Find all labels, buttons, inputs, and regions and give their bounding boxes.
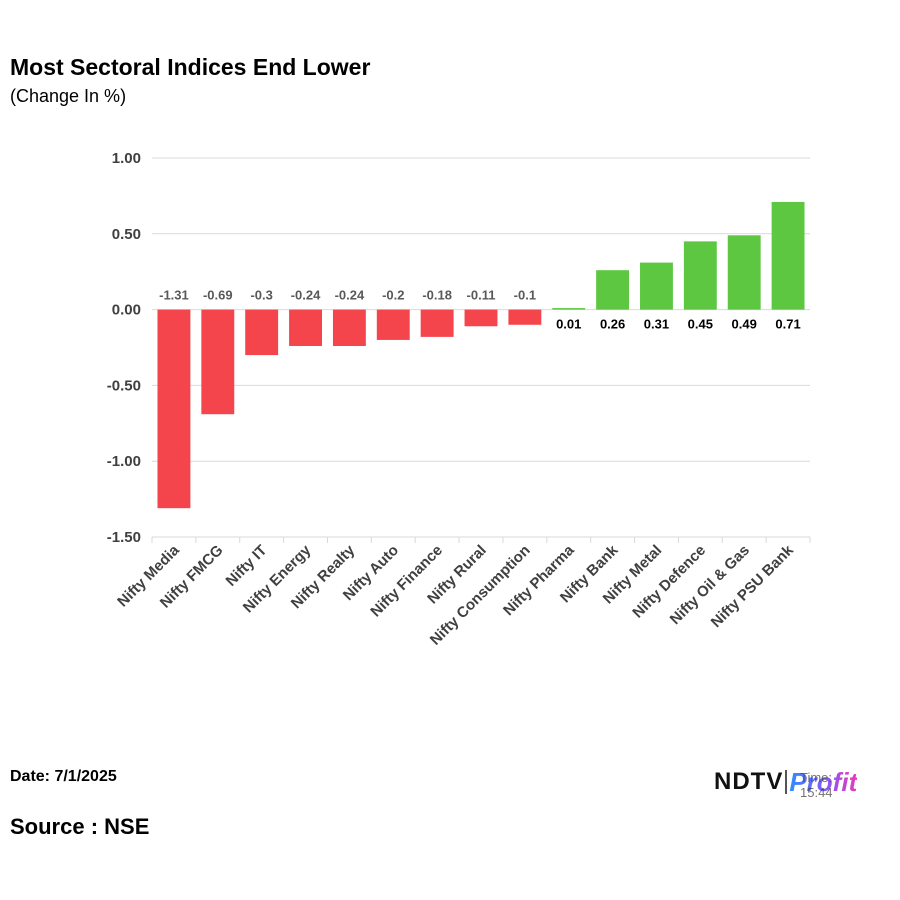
y-tick-label: 0.50	[112, 226, 141, 243]
data-label: -0.2	[382, 288, 404, 303]
data-label: -0.24	[335, 288, 365, 303]
data-label: 0.45	[688, 317, 713, 332]
ndtv-profit-logo: NDTV Profit Time: 15:44	[714, 766, 858, 801]
data-label: 0.49	[732, 317, 757, 332]
bar	[245, 309, 279, 356]
bar	[727, 235, 761, 310]
y-tick-label: 0.00	[112, 302, 141, 319]
date-label: Date: 7/1/2025	[10, 768, 117, 785]
bar	[376, 309, 410, 340]
bar	[552, 308, 586, 310]
logo-separator	[785, 770, 788, 794]
bar	[464, 309, 498, 327]
logo-profit-text: Profit	[789, 766, 858, 797]
chart-title: Most Sectoral Indices End Lower	[10, 54, 371, 80]
x-tick-label: Nifty Oil & Gas	[667, 542, 753, 628]
y-tick-label: -1.50	[107, 529, 141, 546]
data-label: 0.26	[600, 317, 625, 332]
bar	[289, 309, 322, 346]
bar	[508, 309, 542, 325]
data-label: -0.3	[250, 288, 272, 303]
bar	[640, 262, 673, 310]
data-label: -0.18	[422, 288, 452, 303]
bar	[596, 270, 630, 310]
logo-time-text: Time: 15:44	[800, 770, 833, 800]
data-label: 0.71	[775, 317, 800, 332]
data-label: 0.01	[556, 317, 581, 332]
bar	[420, 309, 454, 337]
logo-ndtv-text: NDTV	[714, 768, 784, 795]
x-tick-label: Nifty PSU Bank	[708, 541, 798, 631]
chart-subtitle: (Change In %)	[10, 86, 127, 106]
bar	[332, 309, 366, 346]
y-tick-label: -0.50	[107, 377, 141, 394]
data-label: 0.31	[644, 317, 669, 332]
y-tick-label: 1.00	[112, 150, 141, 167]
y-tick-label: -1.00	[107, 453, 141, 470]
data-label: -0.11	[467, 288, 496, 303]
source-label: Source : NSE	[10, 814, 150, 839]
bar	[683, 241, 717, 310]
bar	[201, 309, 235, 415]
data-label: -0.24	[291, 288, 321, 303]
bar	[771, 201, 805, 310]
bar	[157, 309, 191, 509]
data-label: -0.69	[203, 288, 233, 303]
data-label: -1.31	[159, 288, 189, 303]
data-label: -0.1	[514, 288, 536, 303]
